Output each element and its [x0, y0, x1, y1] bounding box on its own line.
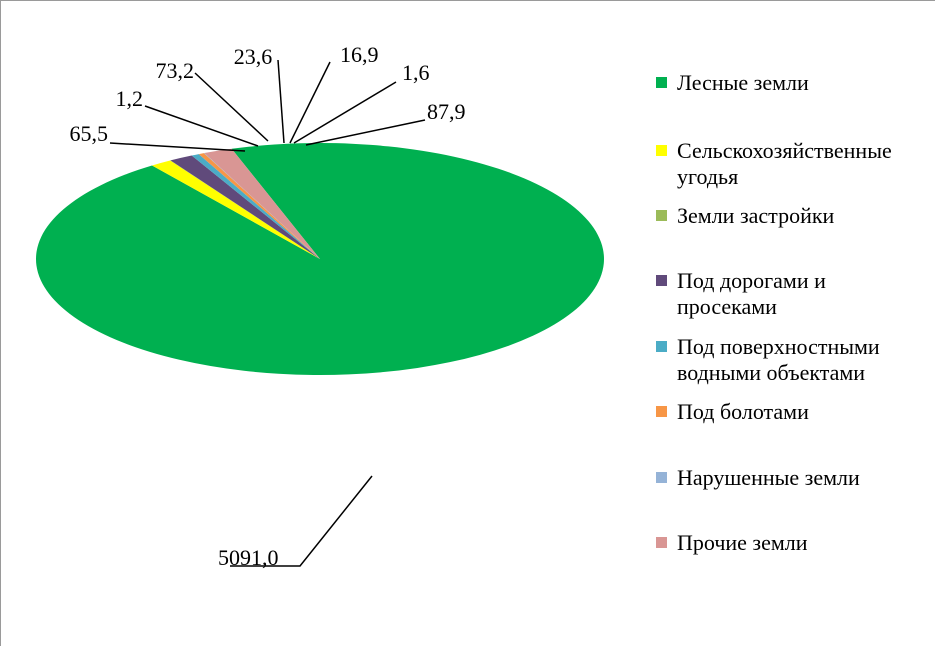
leader-line-0: [230, 475, 373, 567]
leader-line-1: [109, 142, 246, 152]
pie-slice-1: [152, 160, 320, 259]
pie-slice-0: [35, 143, 604, 376]
legend-swatch-4: [656, 341, 667, 352]
leader-line-4: [277, 59, 285, 144]
legend-item-2: Земли застройки: [656, 203, 927, 229]
pie-slice-7: [204, 148, 320, 259]
leader-line-6: [293, 81, 397, 144]
legend-swatch-3: [656, 275, 667, 286]
legend-swatch-2: [656, 210, 667, 221]
legend-label-4: Под поверхностными водными объектами: [677, 334, 880, 385]
data-label-3: 73,2: [156, 58, 195, 83]
pie-chart: 5091,0 65,5 1,2 73,2 23,6 16,9 1,6 87,9: [35, 42, 604, 570]
legend-item-7: Прочие земли: [656, 530, 927, 556]
pie-slice-6: [203, 153, 320, 259]
legend-label-3: Под дорогами и просеками: [677, 268, 826, 319]
legend-swatch-6: [656, 472, 667, 483]
pie-slice-5: [198, 153, 320, 259]
legend-item-4: Под поверхностными водными объектами: [656, 334, 927, 386]
data-label-4: 23,6: [234, 44, 273, 69]
pie-slice-3: [170, 155, 320, 259]
pie-slice-2: [170, 160, 320, 259]
leader-line-3: [194, 72, 269, 142]
legend-label-6: Нарушенные земли: [677, 465, 860, 490]
legend-swatch-5: [656, 406, 667, 417]
legend-label-2: Земли застройки: [677, 203, 835, 228]
data-label-5: 16,9: [340, 42, 379, 67]
data-label-6: 1,6: [402, 60, 430, 85]
legend-item-1: Сельскохозяйственные угодья: [656, 138, 927, 190]
data-label-0: 5091,0: [218, 545, 279, 570]
leader-line-7: [305, 119, 426, 146]
legend-swatch-0: [656, 77, 667, 88]
legend-item-5: Под болотами: [656, 399, 927, 425]
legend-label-7: Прочие земли: [677, 530, 808, 555]
chart-legend: Лесные земли Сельскохозяйственные угодья З…: [656, 0, 936, 647]
legend-label-0: Лесные земли: [677, 70, 809, 95]
pie-slice-4: [191, 154, 320, 259]
legend-swatch-1: [656, 145, 667, 156]
legend-label-1: Сельскохозяйственные угодья: [677, 138, 892, 189]
legend-item-0: Лесные земли: [656, 70, 927, 96]
data-label-7: 87,9: [427, 99, 466, 124]
legend-item-6: Нарушенные земли: [656, 465, 927, 491]
legend-swatch-7: [656, 537, 667, 548]
legend-item-3: Под дорогами и просеками: [656, 268, 927, 320]
data-label-2: 1,2: [116, 86, 144, 111]
legend-label-5: Под болотами: [677, 399, 809, 424]
leader-line-5: [289, 61, 331, 144]
data-label-1: 65,5: [70, 121, 109, 146]
leader-line-2: [144, 105, 259, 147]
